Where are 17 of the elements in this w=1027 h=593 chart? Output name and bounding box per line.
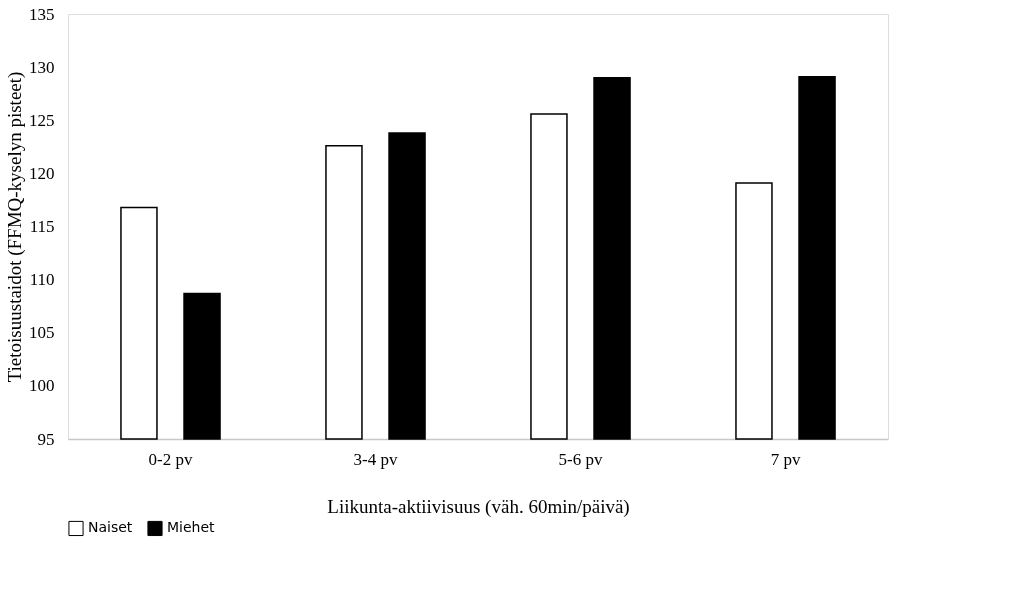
y-tick-label: 135 (29, 4, 55, 24)
y-axis-title: Tietoisuustaidot (FFMQ-kyselyn pisteet) (4, 71, 26, 383)
x-tick-label: 0-2 pv (148, 449, 193, 469)
legend-label: Naiset (88, 519, 133, 536)
x-tick-label: 7 pv (770, 449, 801, 469)
y-tick-label: 130 (29, 57, 55, 77)
y-tick-label: 110 (29, 270, 55, 290)
x-axis-title: Liikunta-aktiivisuus (väh. 60min/päivä) (327, 495, 630, 518)
y-tick-label: 125 (29, 110, 55, 130)
x-tick-label: 5-6 pv (558, 449, 603, 469)
y-tick-label: 115 (29, 217, 55, 236)
x-tick-label: 3-4 pv (353, 449, 398, 469)
y-tick-label: 105 (29, 323, 55, 343)
y-tick-label: 95 (37, 429, 55, 449)
y-tick-label: 120 (29, 163, 55, 183)
y-tick-label: 100 (29, 376, 55, 396)
legend-label: Miehet (167, 519, 216, 536)
